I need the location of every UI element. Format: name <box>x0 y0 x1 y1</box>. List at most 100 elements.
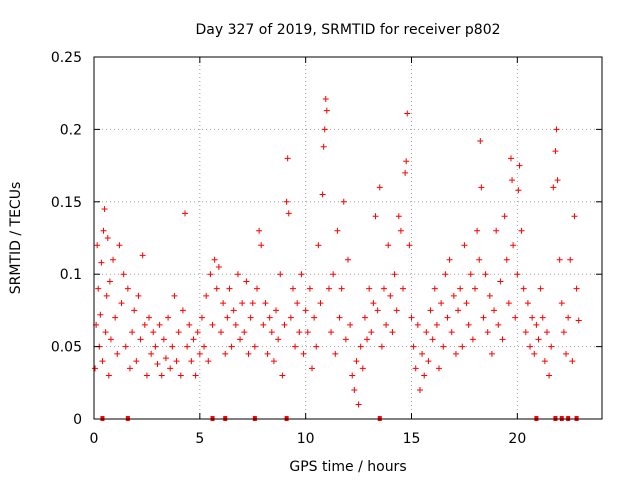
data-point <box>366 285 373 292</box>
data-point <box>245 350 252 357</box>
data-point <box>213 285 220 292</box>
data-point <box>156 321 163 328</box>
data-point <box>387 292 394 299</box>
data-point <box>403 158 410 165</box>
data-point <box>334 227 341 234</box>
data-point <box>104 235 111 241</box>
data-point <box>251 343 258 350</box>
data-point <box>143 372 150 379</box>
data-point <box>120 271 127 278</box>
data-point <box>133 358 140 365</box>
data-point <box>450 292 457 299</box>
data-point <box>558 300 565 307</box>
data-point <box>306 285 313 292</box>
data-point <box>474 227 481 234</box>
data-point <box>319 191 326 198</box>
data-point <box>330 271 337 278</box>
x-tick-label: 20 <box>508 431 526 447</box>
data-point <box>177 372 184 379</box>
data-point <box>535 336 542 343</box>
data-point <box>461 242 468 249</box>
data-point <box>515 187 522 194</box>
data-point <box>258 242 265 249</box>
data-point <box>237 336 244 343</box>
y-tick-label: 0.15 <box>51 195 82 211</box>
data-point <box>323 107 330 114</box>
data-point <box>298 271 305 278</box>
data-point <box>553 126 560 133</box>
data-point <box>162 355 169 362</box>
data-point <box>226 285 233 292</box>
data-point <box>95 285 102 292</box>
data-point <box>220 300 227 307</box>
data-point <box>349 372 356 379</box>
data-point <box>501 213 508 220</box>
data-point <box>507 155 514 162</box>
data-point <box>518 227 525 234</box>
data-point <box>285 210 292 217</box>
data-point <box>520 285 527 292</box>
data-point <box>340 198 347 205</box>
x-axis-label: GPS time / hours <box>289 459 406 475</box>
data-point <box>342 336 349 343</box>
data-point <box>573 285 580 292</box>
data-point <box>131 307 138 314</box>
data-point <box>448 329 455 336</box>
data-point <box>154 360 161 367</box>
data-point <box>423 329 430 336</box>
data-point <box>486 292 493 299</box>
data-point <box>438 300 445 307</box>
data-point <box>129 329 136 336</box>
data-point <box>253 285 260 292</box>
data-point <box>510 242 517 249</box>
data-point <box>452 350 459 357</box>
data-point <box>302 307 309 314</box>
grid-lines <box>94 57 602 419</box>
data-point <box>270 358 277 365</box>
data-point <box>158 372 165 379</box>
data-point <box>336 314 343 321</box>
data-point <box>374 307 381 314</box>
data-point <box>243 278 250 285</box>
data-point <box>493 227 500 234</box>
data-point <box>476 256 483 263</box>
data-point <box>184 343 191 350</box>
data-point <box>408 314 415 321</box>
data-point <box>347 321 354 328</box>
data-point <box>296 329 303 336</box>
data-point <box>472 285 478 292</box>
data-point <box>491 307 498 314</box>
data-point <box>188 358 195 365</box>
data-point <box>567 256 574 263</box>
data-point <box>239 300 246 307</box>
data-point <box>292 343 299 350</box>
data-point <box>232 321 239 328</box>
data-point <box>100 227 107 234</box>
data-point <box>539 314 546 321</box>
data-point <box>317 300 324 307</box>
data-point <box>552 148 559 155</box>
data-point <box>135 292 142 299</box>
data-point <box>436 365 443 372</box>
data-point <box>395 213 402 220</box>
data-point <box>550 184 557 191</box>
data-point <box>98 259 105 266</box>
data-point <box>357 343 364 350</box>
data-point <box>575 317 582 324</box>
data-point <box>569 358 576 365</box>
data-point <box>309 365 316 372</box>
data-point <box>201 343 208 350</box>
data-point <box>477 137 484 144</box>
data-point <box>198 314 205 321</box>
data-point <box>533 321 540 328</box>
data-point <box>196 350 203 357</box>
data-point <box>94 242 101 249</box>
data-point <box>150 329 157 336</box>
data-point <box>103 292 110 299</box>
data-point <box>116 242 123 249</box>
data-point <box>543 329 550 336</box>
data-point <box>230 307 237 314</box>
data-point <box>148 350 155 357</box>
data-point <box>353 358 360 365</box>
